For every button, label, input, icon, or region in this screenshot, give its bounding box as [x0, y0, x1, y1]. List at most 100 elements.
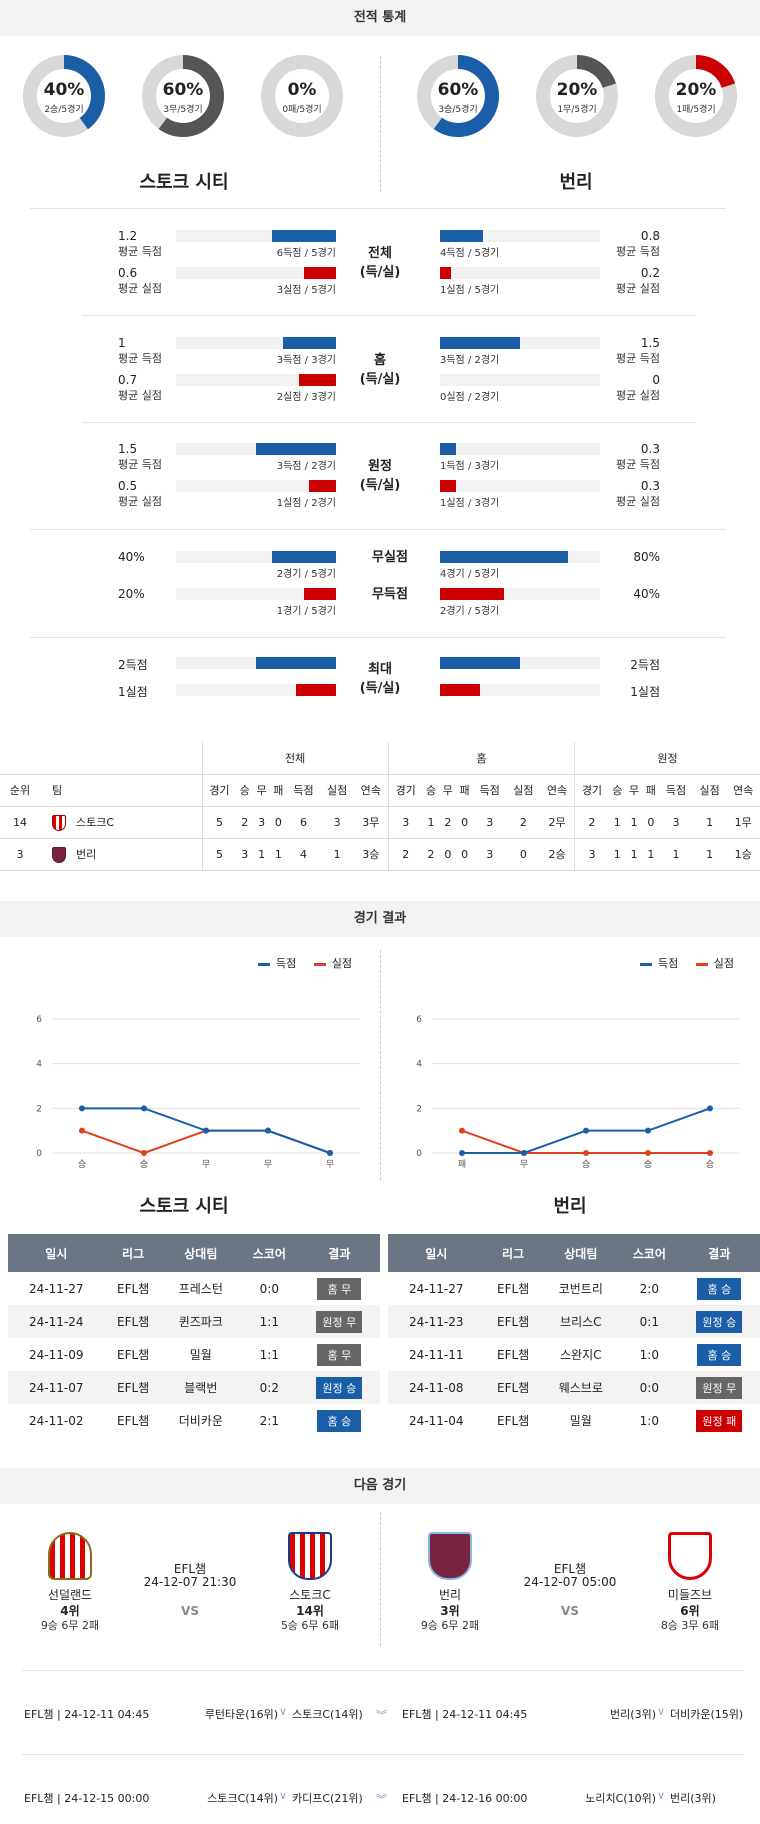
stat-cell: 1	[630, 847, 638, 861]
donut-arc	[655, 55, 737, 137]
team-cell[interactable]: 번리	[40, 838, 202, 870]
legend-conceded: 실점	[713, 957, 734, 970]
donut-chart: 20% 1패/5경기	[654, 54, 738, 138]
fixture-home[interactable]: 노리치C(10위)	[585, 1792, 656, 1805]
result-league: EFL챔	[484, 1371, 542, 1404]
team-rank: 3	[16, 847, 24, 861]
results-col-header: 일시	[388, 1234, 485, 1272]
donut-track	[261, 55, 343, 137]
home-bar-caption: 3득점 / 3경기	[276, 355, 336, 366]
away-stat-value: 0.3	[640, 479, 660, 493]
stoke-crest-icon	[52, 814, 66, 831]
results-home-title: 스토크 시티	[139, 1196, 229, 1217]
team-name[interactable]: 미들즈브	[667, 1588, 713, 1602]
y-tick-label: 0	[416, 1149, 422, 1159]
result-row: 24-11-27 EFL챔 코번트리 2:0 홈 승	[388, 1272, 760, 1305]
legend: 득점 실점	[640, 955, 734, 971]
result-badge: 원정 무	[316, 1310, 363, 1333]
divider	[22, 1754, 744, 1755]
stat-cell: 0	[461, 847, 469, 861]
home-bar-caption: 6득점 / 5경기	[276, 248, 336, 259]
section-title-next: 다음 경기	[0, 1468, 760, 1504]
result-row: 24-11-27 EFL챔 프레스턴 0:0 홈 무	[8, 1272, 380, 1305]
fixture-away[interactable]: 카디프C(21위)	[292, 1792, 363, 1805]
team-record: 8승 3무 6패	[660, 1619, 720, 1632]
donut-chart: 0% 0패/5경기	[260, 54, 344, 138]
result-row: 24-11-08 EFL챔 웨스브로 0:0 원정 무	[388, 1371, 760, 1404]
stat-cell: 3무	[362, 816, 380, 829]
x-tick-label: 무	[520, 1159, 528, 1170]
fixture-away[interactable]: 더비카운(15위)	[670, 1708, 744, 1721]
fixture-meta: EFL챔 | 24-12-15 00:00	[24, 1792, 150, 1805]
group-label: 원정 (득/실)	[359, 459, 401, 493]
away-bar-track	[440, 374, 600, 386]
result-opp: 밀월	[189, 1348, 212, 1362]
data-point	[707, 1105, 713, 1112]
stat-cell: 1	[427, 815, 435, 829]
fixture-home[interactable]: 스토크C(14위)	[207, 1792, 278, 1805]
result-league: EFL챔	[104, 1305, 162, 1338]
home-stat-value: 1.5	[118, 442, 138, 456]
stat-cell: 6	[300, 815, 308, 829]
fixture-away[interactable]: 번리(3위)	[670, 1792, 716, 1805]
home-bar-caption: 1경기 / 5경기	[276, 606, 336, 617]
chevron-down-icon[interactable]: ︾	[376, 1793, 387, 1806]
team-name[interactable]: 선덜랜드	[47, 1588, 93, 1602]
stat-cell: 3	[486, 847, 494, 861]
x-tick-label: 패	[458, 1159, 466, 1170]
result-score: 2:1	[259, 1413, 279, 1428]
result-opp: 브리스C	[541, 1305, 620, 1338]
home-bar-caption: 3실점 / 5경기	[276, 285, 336, 296]
result-badge: 홈 무	[317, 1343, 362, 1366]
col-away-0: 경기	[573, 774, 609, 806]
home-stat-label: 평균 득점	[118, 458, 162, 471]
legend: 득점 실점	[258, 955, 352, 971]
team-name[interactable]: 스토크C	[289, 1588, 331, 1602]
away-bar-caption: 1실점 / 3경기	[440, 498, 500, 509]
donut-chart: 20% 1무/5경기	[535, 54, 619, 138]
stat-cell: 0	[519, 847, 527, 861]
result-score: 0:0	[619, 1371, 679, 1404]
data-point	[265, 1127, 271, 1134]
fixture-home[interactable]: 번리(3위)	[610, 1708, 656, 1721]
standings-row: 14 스토크C 5 2 3 0 6 3 3무 3 1 2 0 3 2 2무 2 1 1 0 3 1 1무	[0, 806, 760, 838]
result-badge: 원정 승	[696, 1310, 743, 1333]
stat-cell: 5	[201, 838, 237, 870]
y-tick-label: 4	[416, 1060, 422, 1070]
fixture-home[interactable]: 루턴타운(16위)	[204, 1708, 278, 1721]
donut-percent: 20%	[556, 80, 598, 100]
result-badge: 원정 무	[696, 1376, 743, 1399]
result-opp: 밀월	[569, 1414, 592, 1428]
home-stat-label: 평균 득점	[118, 245, 162, 258]
stat-cell: 1	[630, 815, 638, 829]
result-row: 24-11-02 EFL챔 더비카운 2:1 홈 승	[8, 1404, 380, 1437]
col-away-6: 연속	[733, 784, 754, 797]
donut-percent: 60%	[437, 80, 479, 100]
team-name[interactable]: 번리	[438, 1588, 462, 1602]
home-bar-fill	[309, 480, 336, 492]
col-total-1: 승	[239, 784, 250, 797]
x-tick-label: 승	[582, 1159, 590, 1170]
away-bar-fill	[440, 551, 568, 563]
result-league: EFL챔	[496, 1414, 530, 1428]
donut-ring	[655, 55, 737, 137]
fixture-away[interactable]: 스토크C(14위)	[292, 1708, 363, 1721]
result-outcome-cell: 원정 승	[678, 1305, 760, 1338]
home-team-title: 스토크 시티	[139, 172, 229, 193]
stat-cell: 1	[672, 847, 680, 861]
result-outcome-cell: 홈 무	[299, 1338, 380, 1371]
standings-row: 3 번리 5 3 1 1 4 1 3승 2 2 0 0 3 0 2승 3 1 1 1 1 1 1승	[0, 838, 760, 870]
chevron-down-icon[interactable]: ︾	[376, 1709, 387, 1722]
team-cell[interactable]: 스토크C	[40, 806, 202, 838]
donut-chart: 60% 3승/5경기	[416, 54, 500, 138]
col-home-0: 경기	[387, 774, 423, 806]
result-league: EFL챔	[116, 1414, 150, 1428]
result-score: 1:1	[259, 1347, 279, 1362]
donut-caption: 3승/5경기	[438, 105, 478, 115]
y-tick-label: 2	[36, 1104, 42, 1114]
col-away-3: 패	[645, 784, 656, 797]
stat-cell: 3	[333, 815, 341, 829]
away-stat-label: 평균 실점	[616, 389, 660, 402]
away-bar-track	[440, 267, 600, 279]
home-bar-fill	[256, 443, 336, 455]
